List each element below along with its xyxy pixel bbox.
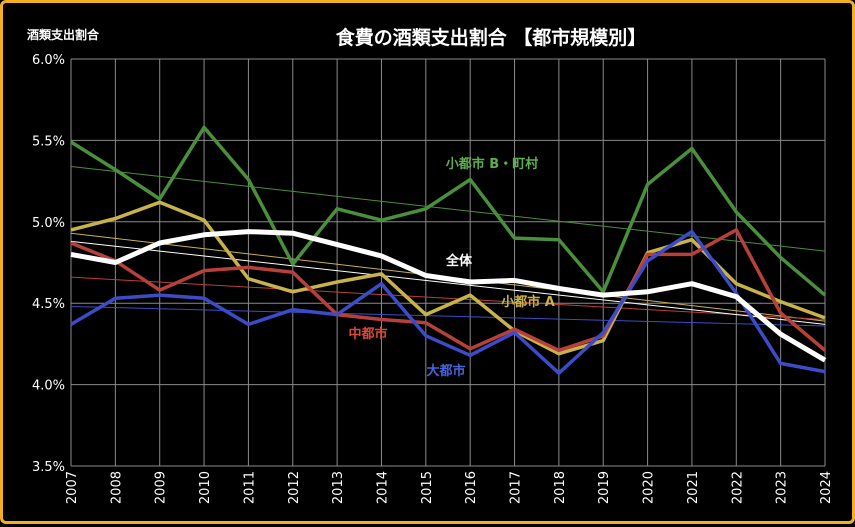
series-lines bbox=[70, 125, 827, 375]
y-axis-label: 酒類支出割合 bbox=[27, 27, 100, 42]
x-tick-label: 2023 bbox=[775, 471, 790, 504]
series-line bbox=[70, 229, 826, 375]
series-line bbox=[70, 125, 827, 297]
trend-line bbox=[70, 276, 826, 320]
x-tick-label: 2017 bbox=[509, 471, 524, 504]
series-line bbox=[70, 228, 827, 353]
grid bbox=[70, 58, 826, 467]
y-tick-label: 5.0% bbox=[32, 216, 65, 231]
x-tick-label: 2015 bbox=[420, 471, 435, 504]
series-label-mid-city: 中都市 bbox=[348, 326, 387, 342]
x-tick-label: 2022 bbox=[730, 471, 745, 504]
series-label-overall: 全体 bbox=[445, 253, 473, 269]
y-axis-ticks: 3.5% 4.0% 4.5% 5.0% 5.5% 6.0% bbox=[32, 53, 65, 475]
x-tick-label: 2012 bbox=[287, 471, 302, 504]
trend-line bbox=[70, 165, 826, 252]
y-tick-label: 5.5% bbox=[32, 134, 65, 149]
x-tick-label: 2009 bbox=[154, 471, 169, 504]
x-tick-label: 2019 bbox=[597, 471, 612, 504]
series-label-small-city-b: 小都市 B・町村 bbox=[446, 156, 538, 172]
series-line bbox=[70, 229, 827, 363]
x-tick-label: 2020 bbox=[642, 471, 657, 504]
trend-line bbox=[70, 240, 826, 325]
line-chart: 3.5% 4.0% 4.5% 5.0% 5.5% 6.0% 2007 2008 2009 201… bbox=[27, 26, 834, 504]
trend-lines bbox=[70, 165, 826, 327]
x-tick-label: 2013 bbox=[331, 471, 346, 504]
x-tick-label: 2011 bbox=[242, 471, 257, 504]
y-tick-label: 6.0% bbox=[32, 53, 65, 68]
x-tick-label: 2008 bbox=[109, 471, 124, 504]
x-tick-label: 2024 bbox=[819, 471, 834, 504]
x-tick-label: 2016 bbox=[464, 471, 479, 504]
x-tick-label: 2014 bbox=[375, 471, 390, 504]
series-label-big-city: 大都市 bbox=[426, 363, 465, 379]
x-tick-label: 2018 bbox=[553, 471, 568, 504]
x-tick-label: 2021 bbox=[686, 471, 701, 504]
x-tick-label: 2007 bbox=[65, 471, 80, 504]
y-tick-label: 4.0% bbox=[32, 379, 65, 394]
y-tick-label: 4.5% bbox=[32, 297, 65, 312]
y-tick-label: 3.5% bbox=[32, 460, 65, 475]
x-axis-ticks: 2007 2008 2009 2010 2011 2012 2013 2014 2015 2016… bbox=[65, 471, 834, 504]
trend-line bbox=[70, 305, 826, 327]
series-line bbox=[70, 200, 826, 356]
x-tick-label: 2010 bbox=[198, 471, 213, 504]
chart-title: 食費の酒類支出割合 【都市規模別】 bbox=[336, 26, 647, 49]
series-label-small-city-a: 小都市 A bbox=[501, 294, 555, 310]
